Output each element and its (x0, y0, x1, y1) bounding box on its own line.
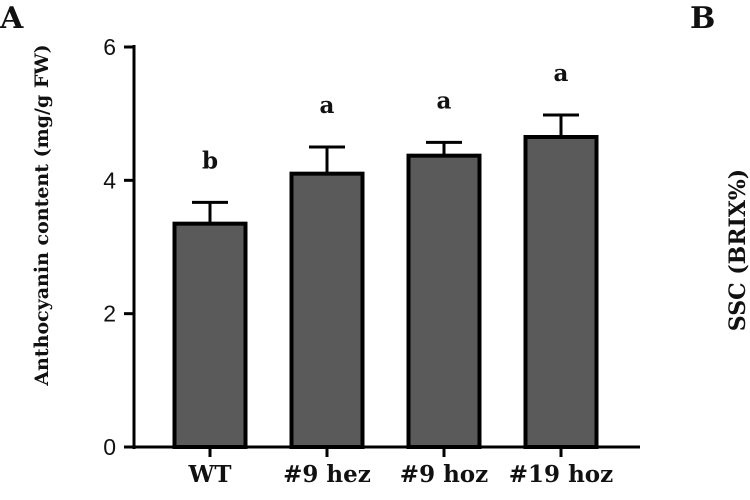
y-tick-label-2: 2 (103, 301, 116, 327)
y-tick-label-4: 6 (103, 34, 116, 60)
x-tick-label-1: WT (188, 461, 232, 488)
bar-4 (523, 135, 599, 449)
bar-3 (406, 153, 482, 450)
plot-area: b WT a #9 hez a #9 hoz a #19 hoz 0 2 4 6 (103, 34, 640, 488)
right-panel-y-axis-title: SSC (BRIX%) (725, 169, 750, 331)
significance-label-2: a (320, 92, 335, 119)
significance-label-3: a (437, 87, 452, 114)
y-tick-label-3: 4 (103, 167, 116, 193)
x-tick-label-4: #19 hoz (509, 461, 613, 488)
significance-label-1: b (202, 147, 218, 174)
bar-2 (289, 171, 365, 450)
x-tick-label-2: #9 hez (283, 461, 371, 488)
bar-1 (172, 221, 248, 449)
panel-label-a: A (0, 1, 24, 36)
x-tick-label-3: #9 hoz (400, 461, 488, 488)
significance-label-4: a (554, 60, 569, 87)
y-axis-title: Anthocyanin content (mg/g FW) (31, 44, 53, 386)
y-tick-label-1: 0 (103, 434, 116, 460)
panel-label-b: B (690, 1, 715, 36)
